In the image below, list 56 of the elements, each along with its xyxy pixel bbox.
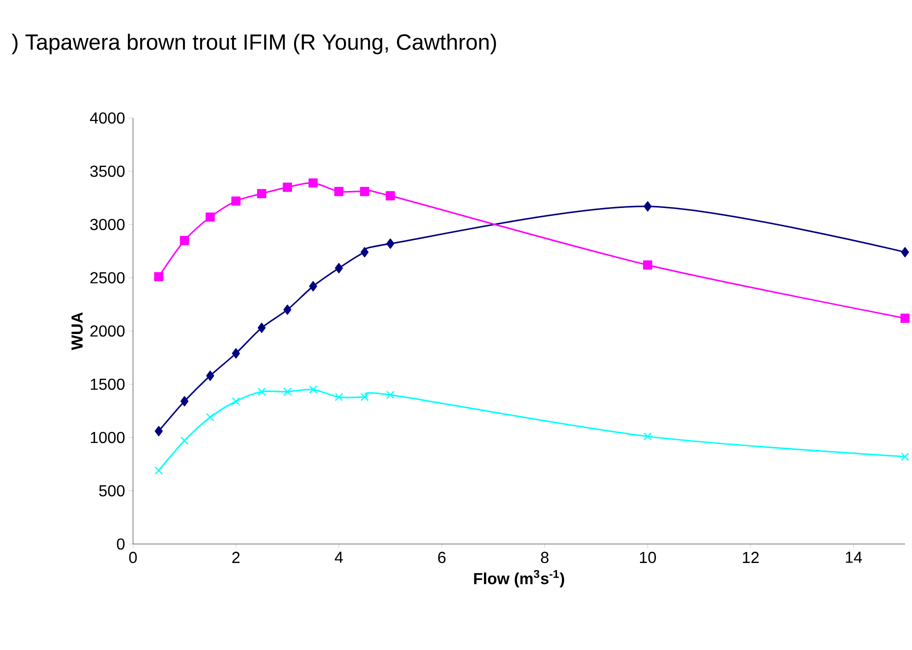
point [360, 392, 369, 402]
point [900, 452, 910, 461]
point [309, 281, 318, 292]
x-tick-label: 10 [640, 552, 656, 564]
point [334, 186, 344, 196]
point [257, 189, 266, 198]
x-tick-label: 8 [540, 552, 548, 564]
point [206, 212, 215, 222]
point [334, 263, 343, 274]
point [180, 436, 189, 445]
y-tick-label: 2000 [90, 325, 125, 337]
point [386, 191, 395, 200]
y-tick-label: 1000 [90, 432, 125, 444]
point [231, 196, 241, 206]
x-tick-label: 2 [232, 552, 240, 563]
y-tick-label: 500 [99, 485, 125, 496]
y-axis-title: WUA [72, 312, 83, 350]
point [258, 388, 266, 396]
point [232, 348, 240, 358]
point [360, 186, 370, 196]
point [386, 390, 394, 400]
y-tick-label: 4000 [90, 112, 125, 124]
point [206, 370, 214, 381]
x-axis-title: Flow (m$^{3}$s$^{-1}$) [474, 570, 564, 588]
point [309, 385, 318, 394]
point [644, 201, 652, 212]
point [900, 314, 910, 323]
x-tick-label: 4 [334, 552, 343, 563]
x-tick-label: 6 [438, 552, 446, 564]
point [154, 466, 163, 475]
y-tick-label: 3500 [90, 166, 125, 177]
chart-title: ) Tapawera brown trout IFIM (R Young, Cawthron) [12, 34, 496, 54]
point [901, 247, 909, 258]
point [643, 260, 652, 270]
point [258, 322, 266, 333]
point [386, 238, 394, 249]
x-tick-label: 14 [846, 552, 862, 563]
y-tick-label: 1500 [90, 378, 125, 390]
point [360, 247, 369, 258]
point [206, 413, 214, 422]
point [308, 178, 318, 188]
x-tick-label: 12 [742, 552, 759, 563]
point [232, 397, 240, 406]
point [154, 272, 164, 282]
point [180, 236, 190, 246]
point [644, 432, 652, 441]
point [283, 304, 292, 315]
y-tick-label: 0 [116, 538, 125, 550]
point [334, 392, 344, 402]
x-tick-label: 0 [129, 552, 137, 564]
y-tick-label: 2500 [90, 272, 125, 284]
y-tick-label: 3000 [90, 218, 125, 230]
point [180, 396, 188, 406]
point [282, 182, 292, 192]
point [283, 388, 292, 396]
point [154, 426, 163, 436]
